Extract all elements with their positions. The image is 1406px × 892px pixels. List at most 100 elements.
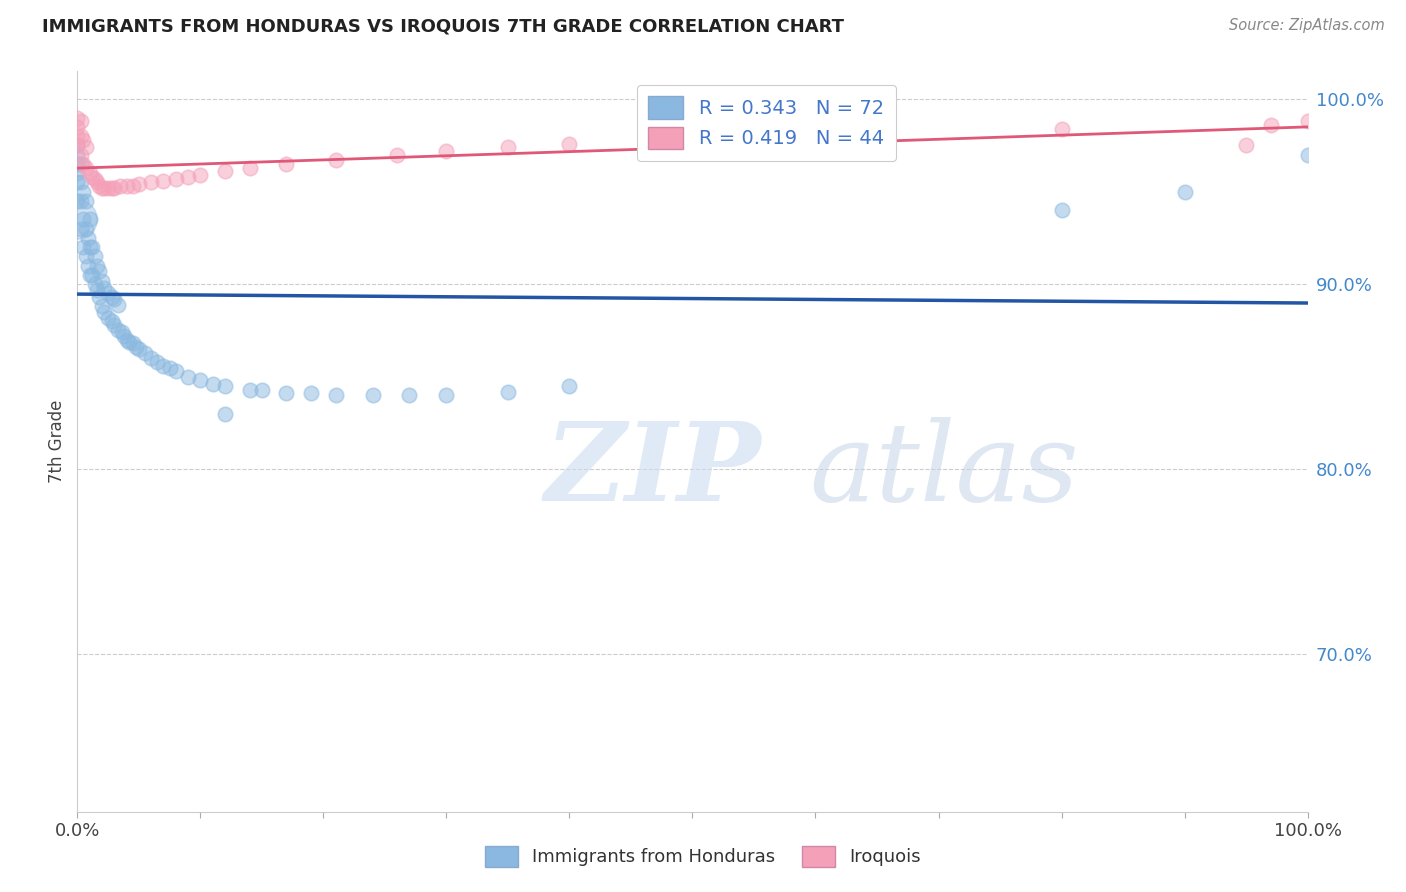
Point (66, 111, 89, 125)
Point (97, 181, 120, 195)
Point (134, 345, 156, 359)
Point (361, 388, 384, 402)
Point (125, 340, 148, 354)
Point (214, 164, 236, 178)
Point (83, 277, 105, 292)
Point (1296, 147, 1319, 161)
Point (89, 264, 111, 278)
Point (128, 178, 150, 192)
Point (93, 281, 115, 295)
Point (201, 377, 224, 392)
Point (77, 259, 100, 273)
Point (72, 212, 94, 227)
Point (66, 175, 89, 190)
Point (70, 194, 93, 208)
Point (66, 129, 89, 144)
Point (121, 179, 143, 194)
Point (89, 290, 111, 304)
Point (103, 292, 125, 306)
Point (107, 297, 129, 311)
Point (118, 334, 141, 349)
Point (436, 388, 458, 402)
Point (276, 386, 298, 401)
Point (90, 300, 114, 314)
Point (70, 157, 93, 171)
Point (77, 231, 100, 245)
Point (101, 314, 124, 328)
Point (75, 194, 97, 208)
Point (66, 166, 89, 180)
Point (1050, 203, 1073, 218)
Point (398, 388, 420, 402)
Point (75, 161, 97, 175)
Point (159, 360, 181, 375)
Point (177, 369, 200, 384)
Point (1050, 121, 1073, 136)
Point (165, 364, 187, 378)
Point (82, 240, 104, 254)
Point (66, 194, 89, 208)
Point (89, 179, 111, 194)
Point (66, 138, 89, 153)
Point (165, 171, 187, 186)
Point (146, 355, 169, 369)
Point (103, 181, 125, 195)
Point (385, 147, 409, 161)
Point (90, 181, 114, 195)
Point (115, 333, 138, 347)
Point (66, 138, 89, 153)
Point (558, 379, 581, 393)
Point (70, 114, 93, 128)
Point (214, 379, 236, 393)
Point (66, 212, 89, 227)
Point (75, 249, 97, 263)
Point (66, 147, 89, 161)
Point (86, 175, 108, 190)
Legend: R = 0.343   N = 72, R = 0.419   N = 44: R = 0.343 N = 72, R = 0.419 N = 44 (637, 85, 896, 161)
Point (70, 129, 93, 144)
Point (239, 161, 262, 175)
Point (177, 169, 200, 184)
Point (75, 140, 97, 154)
Point (103, 318, 125, 332)
Point (66, 120, 89, 134)
Point (101, 181, 124, 195)
Point (325, 388, 347, 402)
Legend: Immigrants from Honduras, Iroquois: Immigrants from Honduras, Iroquois (478, 838, 928, 874)
Point (682, 133, 704, 147)
Point (107, 323, 129, 337)
Point (93, 181, 115, 195)
Point (121, 336, 143, 351)
Point (82, 268, 104, 282)
Point (86, 259, 108, 273)
Point (79, 240, 101, 254)
Point (496, 384, 519, 399)
Point (79, 166, 101, 180)
Point (141, 175, 163, 190)
Point (1234, 138, 1257, 153)
Point (1260, 118, 1282, 132)
Point (79, 212, 101, 227)
Point (496, 140, 519, 154)
Point (72, 133, 94, 147)
Point (188, 168, 212, 182)
Point (299, 386, 322, 401)
Point (70, 175, 93, 190)
Point (276, 157, 298, 171)
Point (115, 179, 138, 194)
Point (101, 290, 124, 304)
Point (152, 359, 174, 373)
Point (75, 221, 97, 235)
Point (72, 240, 94, 254)
Point (1296, 114, 1319, 128)
Text: ZIP: ZIP (546, 417, 762, 524)
Point (97, 310, 120, 325)
Point (90, 273, 114, 287)
Point (111, 326, 132, 340)
Point (97, 286, 120, 301)
Text: atlas: atlas (810, 417, 1078, 524)
Point (558, 136, 581, 151)
Text: Source: ZipAtlas.com: Source: ZipAtlas.com (1229, 18, 1385, 33)
Text: IMMIGRANTS FROM HONDURAS VS IROQUOIS 7TH GRADE CORRELATION CHART: IMMIGRANTS FROM HONDURAS VS IROQUOIS 7TH… (42, 18, 844, 36)
Point (70, 147, 93, 161)
